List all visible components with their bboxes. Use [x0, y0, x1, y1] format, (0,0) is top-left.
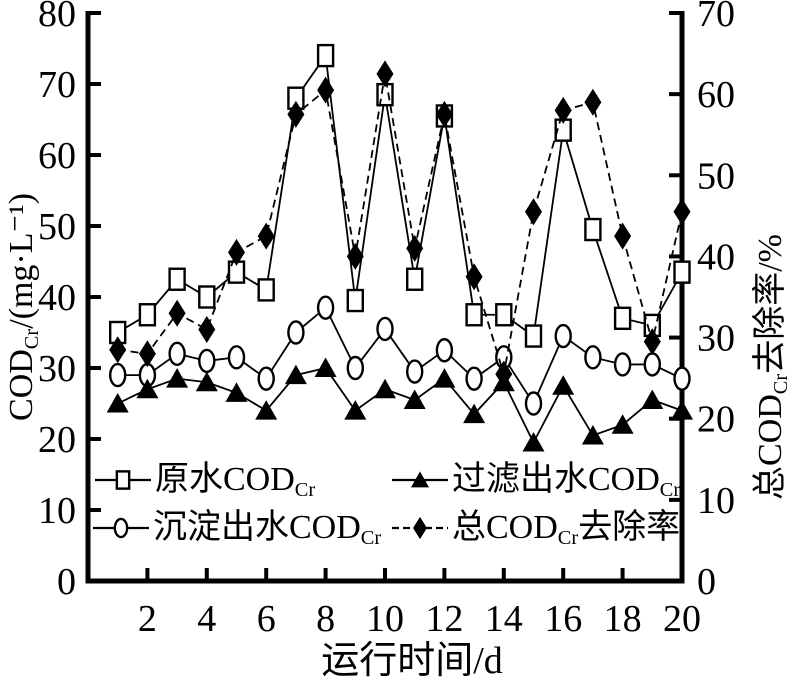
legend-label-raw-water: 原水CODCr — [155, 461, 316, 501]
left-axis-title-subscript: Cr — [20, 328, 43, 350]
left-axis-title-main: COD — [3, 349, 40, 421]
legend-item-settled-effluent: 沉淀出水CODCr — [92, 508, 381, 548]
x-axis-tick-label: 2 — [138, 598, 157, 640]
x-axis-tick-label: 16 — [544, 598, 582, 640]
legend-label-filtered-effluent: 过滤出水CODCr — [452, 461, 681, 501]
series-raw-water-cod — [108, 43, 691, 348]
right-axis-tick-label: 30 — [697, 318, 735, 360]
x-axis-tick-label: 18 — [604, 598, 642, 640]
left-axis-tick-label: 40 — [38, 277, 76, 319]
series-total-removal-rate — [109, 60, 691, 388]
right-axis-tick-label: 60 — [697, 74, 735, 116]
right-axis-tick-label: 70 — [697, 0, 735, 35]
right-axis-tick-label: 20 — [697, 399, 735, 441]
right-axis-tick-label: 50 — [697, 155, 735, 197]
left-axis-tick-label: 20 — [38, 419, 76, 461]
right-axis-title-main: 总COD — [752, 394, 789, 500]
open-circle-legend-icon — [93, 517, 149, 539]
right-axis-title: 总CODCr去除率/% — [752, 234, 792, 500]
filled-triangle-legend-icon — [392, 471, 448, 488]
x-axis-tick-label: 10 — [366, 598, 404, 640]
legend-item-total-removal-rate: 总CODCr去除率 — [391, 508, 680, 548]
left-axis-title-units: /(mg·L⁻¹) — [3, 193, 40, 329]
series-settled-effluent-cod — [108, 295, 691, 416]
left-axis-tick-label: 10 — [38, 490, 76, 532]
left-axis-tick-label: 80 — [38, 0, 76, 35]
right-axis-title-units: 去除率/% — [752, 234, 789, 374]
right-axis-tick-label: 0 — [697, 561, 716, 603]
x-axis-tick-label: 6 — [257, 598, 276, 640]
x-axis-tick-label: 8 — [316, 598, 335, 640]
legend-item-filtered-effluent: 过滤出水CODCr — [391, 460, 680, 500]
x-axis-tick-label: 12 — [425, 598, 463, 640]
left-axis-tick-label: 60 — [38, 135, 76, 177]
right-axis-tick-label: 40 — [697, 236, 735, 278]
legend-label-settled-effluent: 沉淀出水CODCr — [153, 509, 382, 549]
x-axis-tick-label: 4 — [197, 598, 216, 640]
filled-diamond-legend-icon — [392, 516, 448, 540]
x-axis-tick-label: 20 — [663, 598, 701, 640]
right-axis-title-subscript: Cr — [769, 373, 792, 395]
legend-item-raw-water: 原水CODCr — [94, 460, 315, 500]
legend-label-total-removal-rate: 总CODCr去除率 — [452, 509, 681, 549]
right-axis-tick-label: 10 — [697, 480, 735, 522]
series-filtered-effluent-cod — [106, 357, 693, 452]
left-axis-tick-label: 30 — [38, 348, 76, 390]
left-axis-tick-label: 0 — [57, 561, 76, 603]
left-axis-title: CODCr/(mg·L⁻¹) — [3, 193, 43, 421]
left-axis-tick-label: 50 — [38, 206, 76, 248]
x-axis-title: 运行时间/d — [321, 640, 503, 682]
left-axis-tick-label: 70 — [38, 64, 76, 106]
open-square-legend-icon — [95, 470, 151, 490]
x-axis-tick-label: 14 — [485, 598, 523, 640]
